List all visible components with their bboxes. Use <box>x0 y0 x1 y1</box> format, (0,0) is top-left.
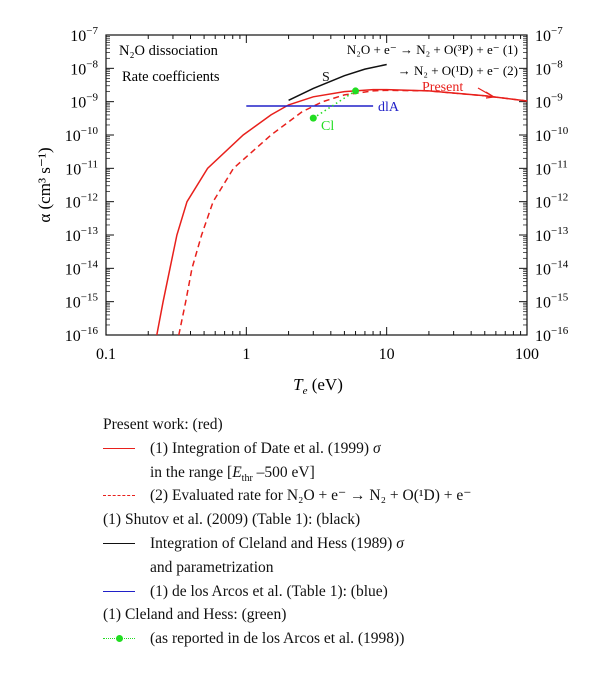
legend-shutov-2: and parametrization <box>150 558 274 576</box>
legend-present-1-range: in the range [Ethr –500 eV] <box>150 463 315 484</box>
series-line-2 <box>288 63 387 101</box>
plot-frame <box>105 34 528 336</box>
y-tick-label-right: 10−7 <box>535 25 563 45</box>
axis-ticks: 0.1 1 10 100 10−7 10−7 10−8 10−8 10−9 10−9 10−10 10… <box>65 25 569 363</box>
legend-swatch-blue <box>103 590 135 592</box>
y-tick-label-right: 10−16 <box>535 325 569 345</box>
y-tick-label-left: 10−11 <box>65 158 98 178</box>
legend-swatch-red-solid <box>103 447 135 449</box>
y-tick-label-left: 10−12 <box>65 192 98 212</box>
label-present: Present <box>422 80 463 95</box>
legend-present-1: (1) Integration of Date et al. (1999) σ <box>103 437 583 461</box>
y-tick-label-left: 10−10 <box>65 125 99 145</box>
y-tick-label-right: 10−12 <box>535 192 568 212</box>
series-line-1 <box>178 89 528 336</box>
legend-shutov-1: Integration of Cleland and Hess (1989) σ <box>103 532 583 556</box>
legend-cl: (as reported in de los Arcos et al. (199… <box>103 627 583 651</box>
legend-present-2: (2) Evaluated rate for N₂O + e⁻ → N₂ + O… <box>103 484 583 508</box>
y-tick-label-left: 10−8 <box>70 58 98 78</box>
y-tick-label-left: 10−13 <box>65 225 99 245</box>
y-tick-label-right: 10−9 <box>535 92 563 112</box>
chart: 0.1 1 10 100 10−7 10−7 10−8 10−8 10−9 10−9 10−10 10… <box>35 25 569 397</box>
legend-dla: (1) de los Arcos et al. (Table 1): (blue… <box>103 580 583 604</box>
present-arrow <box>477 87 496 99</box>
annotation-reaction2: → N₂ + O(¹D) + e⁻ (2) <box>398 63 518 78</box>
y-axis-label: α (cm³ s⁻¹) <box>35 147 54 222</box>
legend-shutov-header: (1) Shutov et al. (2009) (Table 1): (bla… <box>103 511 361 529</box>
x-axis-label: Te (eV) <box>293 375 343 397</box>
x-tick-label: 0.1 <box>96 346 116 363</box>
legend-marker-green <box>116 635 123 643</box>
y-tick-label-right: 10−8 <box>535 58 563 78</box>
y-tick-label-right: 10−11 <box>535 158 568 178</box>
series-line-0 <box>156 88 528 336</box>
series-marker-4 <box>309 114 317 122</box>
annotation-reaction1: N₂O + e⁻ → N₂ + O(³P) + e⁻ (1) <box>347 42 518 57</box>
y-tick-label-left: 10−7 <box>70 25 98 45</box>
legend-swatch-black <box>103 542 135 544</box>
y-tick-label-left: 10−9 <box>70 92 98 112</box>
y-tick-label-right: 10−15 <box>535 292 569 312</box>
label-Cl: Cl <box>321 119 334 134</box>
series-line-4 <box>312 90 356 119</box>
series-marker-4 <box>352 87 360 95</box>
legend: Present work: (red) (1) Integration of D… <box>103 413 583 651</box>
annotation-title2: Rate coefficients <box>122 69 220 85</box>
x-tick-label: 10 <box>379 346 395 363</box>
y-tick-label-left: 10−15 <box>65 292 99 312</box>
series-group <box>156 63 528 336</box>
annotation-title1: N₂O dissociation <box>119 43 219 59</box>
y-tick-label-left: 10−14 <box>65 258 99 278</box>
legend-cl-header: (1) Cleland and Hess: (green) <box>103 606 287 624</box>
x-tick-label: 100 <box>515 346 539 363</box>
y-tick-label-right: 10−10 <box>535 125 569 145</box>
x-tick-label: 1 <box>242 346 250 363</box>
y-tick-label-right: 10−14 <box>535 258 569 278</box>
y-tick-label-right: 10−13 <box>535 225 569 245</box>
y-tick-label-left: 10−16 <box>65 325 99 345</box>
legend-present-header: Present work: (red) <box>103 416 223 433</box>
legend-swatch-red-dashed <box>103 495 135 497</box>
label-dlA: dlA <box>378 100 400 115</box>
label-S: S <box>322 70 330 85</box>
